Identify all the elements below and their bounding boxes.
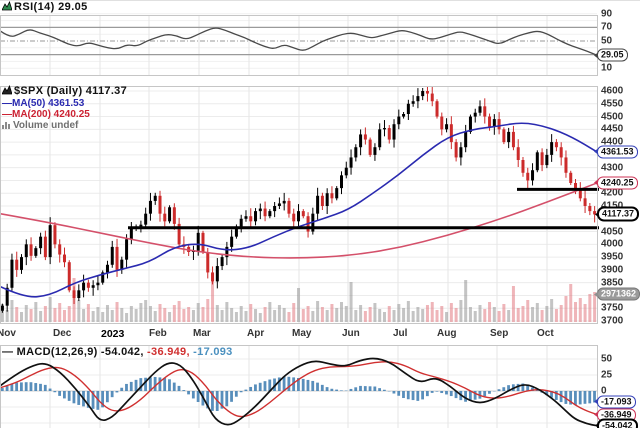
macd-legend: — MACD(12,26,9) -54.042, -36.949, -17.09… bbox=[2, 346, 233, 358]
ma50-legend-label: —MA(50) 4361.53 bbox=[2, 98, 84, 109]
month-label: Jul bbox=[393, 328, 407, 339]
month-label: Sep bbox=[490, 328, 508, 339]
price-tick-label: 4300 bbox=[601, 162, 623, 173]
macd-tick-label: 25 bbox=[601, 370, 612, 381]
month-label: Dec bbox=[53, 328, 71, 339]
macd-tick-label: 50 bbox=[601, 354, 612, 365]
month-label: Feb bbox=[149, 328, 167, 339]
price-tick-label: 3700 bbox=[601, 316, 623, 327]
value-tag: -17.093 bbox=[597, 395, 636, 408]
symbol-legend-label: $SPX (Daily) 4117.37 bbox=[14, 85, 127, 97]
area-chart-icon bbox=[2, 1, 12, 14]
macd-legend-value: — MACD(12,26,9) -54.042, bbox=[2, 346, 144, 358]
price-tick-label: 4550 bbox=[601, 98, 623, 109]
rsi-tick-label: 10 bbox=[601, 63, 612, 74]
rsi-legend-label: RSI(14) 29.05 bbox=[14, 1, 88, 13]
month-label: 2023 bbox=[101, 328, 124, 340]
price-tick-label: 3950 bbox=[601, 252, 623, 263]
price-tick-label: 4050 bbox=[601, 226, 623, 237]
value-tag: 4361.53 bbox=[597, 145, 638, 158]
rsi-tick-label: 70 bbox=[601, 22, 612, 33]
price-tick-label: 3750 bbox=[601, 303, 623, 314]
month-label: Apr bbox=[247, 328, 264, 339]
month-label: Jun bbox=[342, 328, 360, 339]
price-tick-label: 4450 bbox=[601, 124, 623, 135]
price-tick-label: 4000 bbox=[601, 239, 623, 250]
value-tag: 29.05 bbox=[597, 49, 628, 62]
rsi-tick-label: 50 bbox=[601, 36, 612, 47]
ma200-legend-label: —MA(200) 4240.25 bbox=[2, 109, 90, 120]
rsi-tick-label: 90 bbox=[601, 8, 612, 19]
price-tick-label: 4600 bbox=[601, 86, 623, 97]
month-label: May bbox=[292, 328, 311, 339]
ma50-legend: —MA(50) 4361.53 bbox=[2, 98, 84, 109]
volume-legend: Volume undef bbox=[2, 120, 78, 132]
month-label: Oct bbox=[537, 328, 554, 339]
area-chart-icon bbox=[2, 85, 12, 98]
symbol-legend: $SPX (Daily) 4117.37 bbox=[2, 85, 127, 98]
volume-legend-label: Volume undef bbox=[13, 120, 78, 131]
value-tag: 4240.25 bbox=[597, 176, 638, 189]
price-tick-label: 3850 bbox=[601, 277, 623, 288]
month-label: Nov bbox=[0, 328, 16, 339]
month-label: Mar bbox=[193, 328, 211, 339]
value-tag: 4117.37 bbox=[597, 207, 639, 222]
macd-signal-value: -36.949, bbox=[144, 346, 190, 358]
value-tag: 2971362 bbox=[597, 288, 640, 301]
price-tick-label: 4500 bbox=[601, 111, 623, 122]
month-label: Aug bbox=[437, 328, 456, 339]
ma200-legend: —MA(200) 4240.25 bbox=[2, 109, 90, 120]
macd-histogram-value: -17.093 bbox=[190, 346, 233, 358]
volume-bars-icon bbox=[2, 121, 11, 132]
price-tick-label: 3900 bbox=[601, 264, 623, 275]
rsi-legend: RSI(14) 29.05 bbox=[2, 1, 88, 14]
